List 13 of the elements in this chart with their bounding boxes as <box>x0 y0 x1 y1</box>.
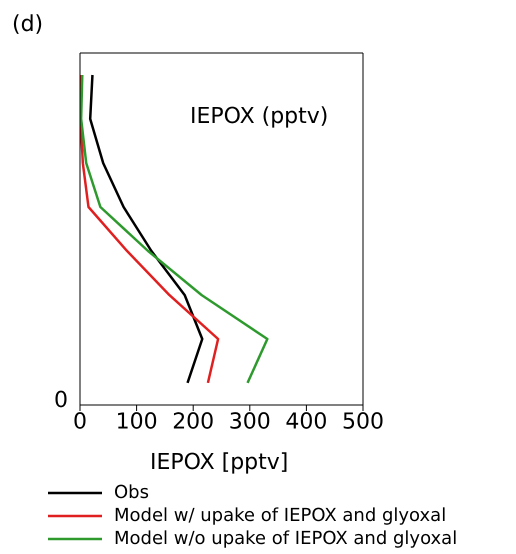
legend-label: Obs <box>114 482 149 503</box>
x-tick-label: 500 <box>342 410 384 435</box>
legend-label: Model w/o upake of IEPOX and glyoxal <box>114 528 458 549</box>
x-axis-title: IEPOX [pptv] <box>150 450 290 475</box>
annotation: IEPOX (pptv) <box>190 104 328 129</box>
x-tick-label: 0 <box>73 410 87 435</box>
x-tick-label: 300 <box>228 410 271 435</box>
legend-label: Model w/ upake of IEPOX and glyoxal <box>114 505 446 526</box>
chart-title: (d) <box>12 12 44 37</box>
x-tick-label: 400 <box>285 410 328 435</box>
x-tick-label: 200 <box>172 410 214 435</box>
x-tick-label: 100 <box>116 410 158 435</box>
text: 0 <box>54 388 68 413</box>
